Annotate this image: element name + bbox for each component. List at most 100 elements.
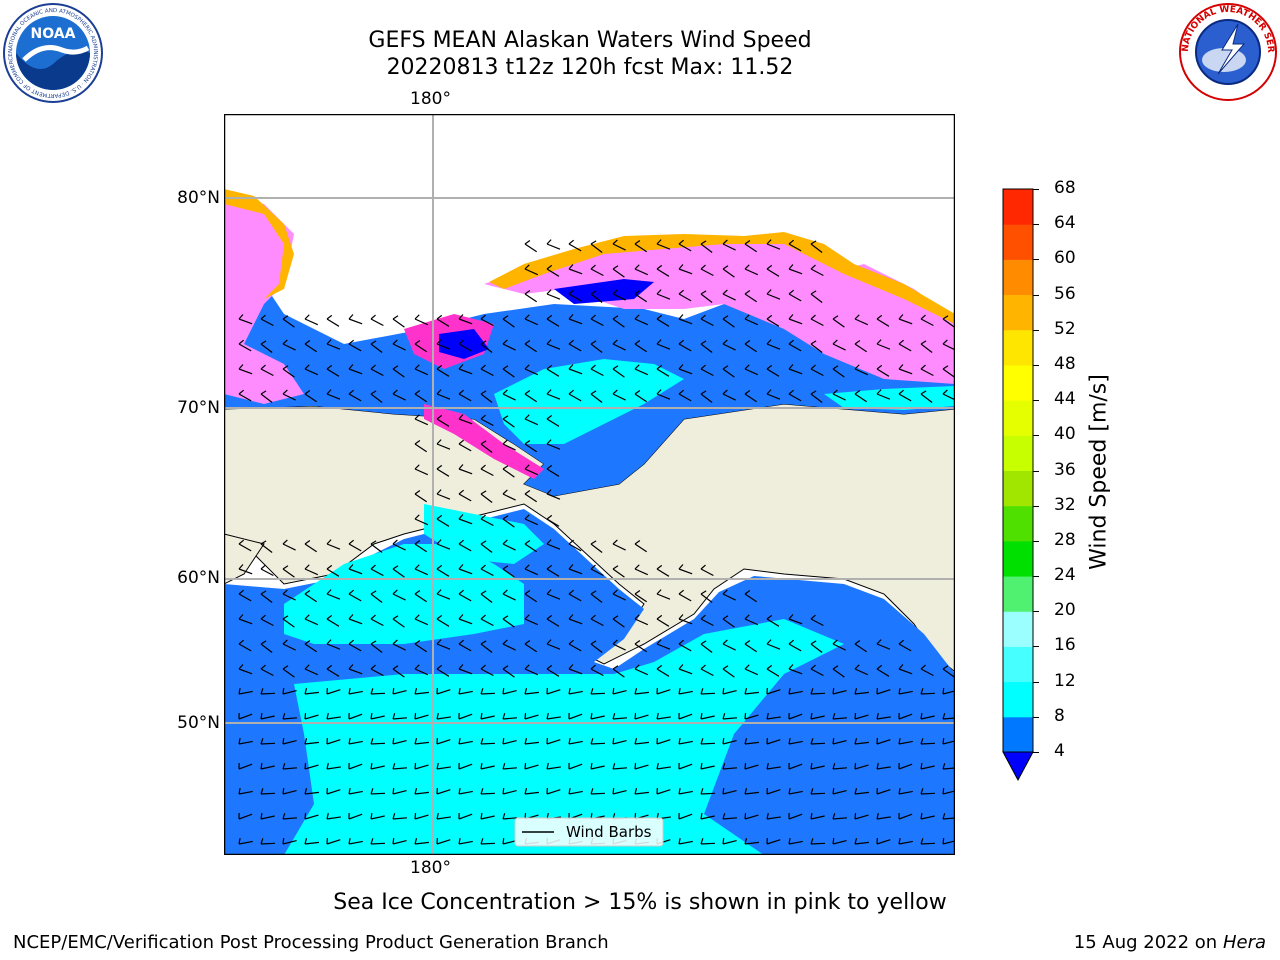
- wind-barb: [568, 589, 582, 602]
- wind-barb: [414, 664, 429, 676]
- wind-barb: [810, 340, 823, 353]
- wind-barb: [744, 838, 759, 845]
- wind-barb: [568, 687, 583, 695]
- ocean-mid-bering: [284, 544, 524, 644]
- wind-barb: [656, 589, 671, 600]
- wind-barb: [502, 787, 517, 795]
- wind-barb: [920, 788, 936, 795]
- wind-barb: [392, 565, 405, 578]
- wind-barb: [238, 564, 253, 575]
- wind-barb: [348, 589, 362, 602]
- footer-branch: NCEP/EMC/Verification Post Processing Pr…: [13, 932, 609, 953]
- colorbar-tick-mark: [1033, 646, 1039, 648]
- wind-barb: [524, 688, 539, 695]
- wind-barb: [788, 639, 802, 652]
- wind-barb: [348, 314, 363, 325]
- wind-barb: [700, 688, 716, 695]
- wind-barb: [304, 314, 319, 326]
- wind-barb: [370, 540, 383, 553]
- wind-barb: [722, 265, 735, 278]
- wind-barb: [722, 837, 737, 845]
- wind-barb: [766, 639, 781, 650]
- wind-barb: [326, 787, 341, 795]
- wind-barb: [458, 712, 473, 720]
- wind-barb: [370, 340, 383, 353]
- wind-barb: [282, 737, 297, 745]
- wind-barb: [326, 713, 341, 720]
- wind-barb: [370, 314, 384, 327]
- wind-barb: [458, 639, 472, 652]
- wind-barb: [480, 688, 496, 695]
- wind-barb-legend-label: Wind Barbs: [566, 823, 652, 841]
- wind-barb: [524, 240, 538, 253]
- wind-barb: [260, 314, 274, 327]
- wind-barb: [392, 615, 405, 628]
- wind-barb: [810, 738, 826, 745]
- wind-barb: [766, 264, 780, 277]
- colorbar-tick-label: 4: [1054, 741, 1065, 761]
- wind-barb: [678, 389, 692, 402]
- wind-barb: [854, 738, 869, 745]
- colorbar-bin: [1003, 189, 1033, 225]
- wind-barb: [854, 340, 868, 353]
- wind-barb: [920, 738, 936, 745]
- wind-barb: [832, 365, 845, 378]
- wind-barb: [524, 788, 539, 795]
- wind-barb: [810, 614, 824, 627]
- wind-barb: [810, 788, 826, 795]
- wind-barb: [656, 564, 670, 577]
- wind-barb: [876, 639, 891, 650]
- wind-barb: [942, 315, 955, 328]
- colorbar-bin: [1003, 259, 1033, 296]
- colorbar-tick-label: 36: [1054, 459, 1076, 480]
- wind-barb: [304, 390, 318, 403]
- wind-barb: [480, 440, 493, 453]
- wind-barb-legend: Wind Barbs: [514, 817, 664, 847]
- wind-barb: [590, 614, 604, 627]
- wind-barb: [326, 614, 340, 627]
- wind-barb: [282, 365, 295, 378]
- wind-barb: [590, 738, 606, 745]
- wind-barb: [502, 465, 515, 478]
- wind-barb: [480, 812, 495, 820]
- wind-barb: [876, 813, 891, 820]
- wind-barb: [920, 664, 934, 677]
- wind-barb: [700, 712, 715, 720]
- wind-barb: [480, 314, 494, 327]
- wind-barb: [480, 590, 493, 603]
- colorbar-tick-label: 44: [1054, 389, 1076, 410]
- wind-barb: [678, 614, 693, 625]
- wind-barb: [678, 712, 693, 720]
- wind-barb: [392, 813, 408, 820]
- colorbar-tick-mark: [1033, 470, 1039, 472]
- wind-barb: [282, 787, 297, 795]
- wind-barb: [414, 590, 428, 603]
- wind-barb: [612, 289, 626, 301]
- wind-barb: [238, 664, 253, 675]
- wind-barb: [260, 812, 275, 820]
- wind-barb: [524, 590, 538, 603]
- wind-barb: [414, 788, 429, 795]
- wind-barb: [854, 640, 868, 653]
- wind-barb: [326, 314, 340, 327]
- wind-barb: [392, 665, 405, 678]
- wind-barb: [370, 688, 386, 695]
- wind-barb: [502, 713, 518, 720]
- wind-barb: [568, 264, 583, 275]
- wind-barb: [590, 240, 603, 253]
- colorbar-bin: [1003, 505, 1033, 542]
- colorbar-bin: [1003, 294, 1033, 331]
- wind-barb: [634, 540, 648, 553]
- wind-barb: [656, 664, 670, 677]
- wind-barb: [326, 364, 340, 377]
- wind-barb: [700, 364, 714, 377]
- wind-barb: [458, 837, 473, 845]
- wind-barb: [722, 713, 738, 720]
- colorbar-tick-mark: [1033, 400, 1039, 402]
- colorbar-bin: [1003, 329, 1033, 366]
- wind-barb: [832, 665, 845, 678]
- wind-barb: [436, 489, 451, 500]
- wind-barb: [656, 787, 671, 795]
- wind-barb: [722, 787, 737, 795]
- colorbar: [1000, 186, 1040, 786]
